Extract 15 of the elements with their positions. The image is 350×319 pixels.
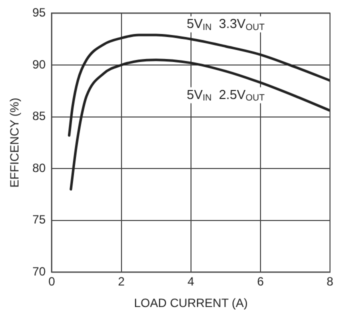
y-tick-label: 85 — [32, 109, 46, 124]
x-tick-label: 8 — [326, 274, 334, 289]
y-tick-label: 80 — [32, 160, 46, 175]
y-tick-label: 95 — [32, 6, 46, 20]
x-tick-label: 2 — [118, 274, 125, 289]
x-tick-label: 0 — [48, 274, 56, 289]
x-tick-label: 6 — [257, 274, 264, 289]
line-series — [70, 58, 330, 191]
y-tick-label: 90 — [32, 57, 46, 72]
y-axis-title: EFFICENCY (%) — [8, 98, 22, 188]
x-tick-label: 4 — [188, 274, 195, 289]
x-axis-title: LOAD CURRENT (A) — [134, 296, 248, 310]
line-series — [68, 34, 330, 137]
y-tick-label: 70 — [32, 264, 46, 279]
y-tick-label: 75 — [32, 212, 46, 227]
